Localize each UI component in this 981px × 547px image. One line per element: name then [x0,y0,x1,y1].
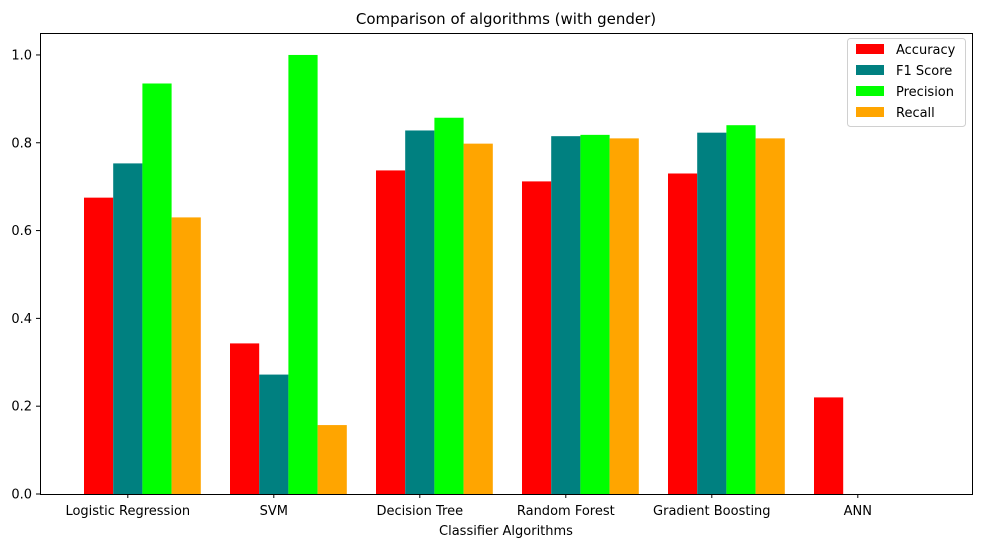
bar-precision-decision-tree [434,117,464,494]
legend-label: Recall [896,106,935,121]
legend-swatch-recall [856,107,884,117]
y-axis: 0.0 0.2 0.4 0.6 0.8 1.0 [11,48,40,503]
bar-f1-score-decision-tree [405,130,435,494]
y-tick-label: 0.8 [11,136,32,151]
legend: Accuracy F1 Score Precision Recall [847,38,966,127]
bar-recall-logistic-regression [171,217,201,494]
bar-recall-decision-tree [463,143,493,494]
bar-accuracy-random-forest [522,181,552,494]
bar-accuracy-decision-tree [376,170,406,494]
legend-swatch-precision [856,86,884,96]
x-axis: Logistic Regression SVM Decision Tree Rando… [65,494,872,519]
chart-title: Comparison of algorithms (with gender) [356,10,656,28]
axes-layer [40,33,973,495]
bar-precision-gradient-boosting [726,125,756,494]
bar-recall-svm [317,425,347,494]
bar-f1-score-gradient-boosting [697,132,727,494]
x-axis-title: Classifier Algorithms [439,524,573,539]
bar-recall-random-forest [609,138,639,494]
legend-label: Precision [896,85,954,100]
bar-recall-gradient-boosting [755,138,785,494]
y-tick-label: 0.0 [11,488,32,503]
bar-accuracy-ann [814,397,844,494]
y-tick-label: 0.6 [11,224,32,239]
x-tick-label: Decision Tree [377,504,464,519]
legend-label: Accuracy [896,43,956,58]
x-tick-label: Logistic Regression [65,504,190,519]
legend-label: F1 Score [896,64,952,79]
y-tick-label: 1.0 [11,48,32,63]
bars-layer [84,54,844,494]
plot-frame [40,33,973,495]
bar-precision-random-forest [580,134,610,494]
bar-accuracy-gradient-boosting [668,173,698,494]
legend-swatch-accuracy [856,44,884,54]
bar-precision-svm [288,54,318,494]
bar-accuracy-logistic-regression [84,197,114,494]
y-tick-label: 0.2 [11,400,32,415]
y-tick-label: 0.4 [11,312,32,327]
x-tick-label: SVM [260,504,288,519]
legend-box [847,38,966,127]
bar-precision-logistic-regression [142,83,172,494]
bar-f1-score-logistic-regression [113,163,143,494]
bar-f1-score-svm [259,374,289,494]
x-tick-label: Gradient Boosting [653,504,771,519]
bar-f1-score-random-forest [551,136,581,494]
x-tick-label: Random Forest [517,504,615,519]
x-tick-label: ANN [844,504,872,519]
bar-accuracy-svm [230,343,260,494]
legend-swatch-f1-score [856,65,884,75]
